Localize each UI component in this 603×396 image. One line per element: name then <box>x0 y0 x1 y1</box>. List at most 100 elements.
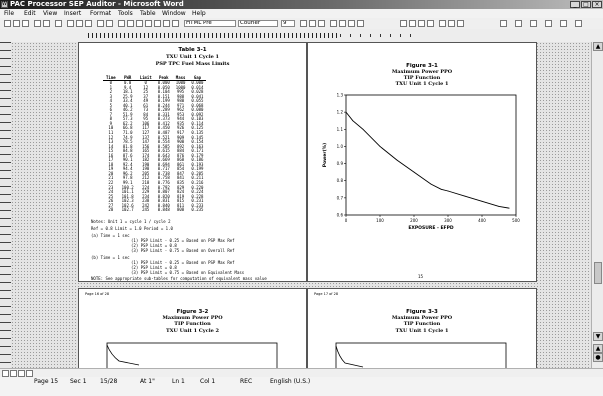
previous-page-icon[interactable]: ▲ <box>593 344 603 353</box>
table-cell: 0.080 <box>191 107 204 113</box>
scroll-up-arrow-icon[interactable]: ▲ <box>593 42 603 51</box>
vertical-scrollbar[interactable]: ▲ ▼ ▲ ● <box>591 42 603 368</box>
show-hide-icon[interactable] <box>163 20 170 27</box>
close-button[interactable]: × <box>592 1 602 8</box>
horizontal-ruler[interactable] <box>0 29 603 43</box>
normal-view-icon[interactable] <box>2 370 9 377</box>
page-table-3-1[interactable]: Table 3-1 TXU Unit 1 Cycle 1 PSP TPC Fue… <box>78 42 307 282</box>
table-row: 9 62.2 106 0.412 935 0.114 <box>103 120 206 127</box>
word-app-icon[interactable]: W <box>1 1 8 8</box>
table-cell: 62.2 <box>122 120 133 126</box>
document-map-icon[interactable] <box>545 20 552 27</box>
undo-icon[interactable] <box>97 20 104 27</box>
tables-borders-icon[interactable] <box>127 20 134 27</box>
vertical-ruler[interactable] <box>0 42 12 368</box>
help-icon[interactable] <box>560 20 567 27</box>
menu-insert[interactable]: Insert <box>64 10 82 17</box>
page-figure-3-3[interactable]: Page 17 of 28 Figure 3-3 Maximum Power P… <box>307 288 537 378</box>
menu-edit[interactable]: Edit <box>24 10 36 17</box>
table-cell: 33.4 <box>122 98 133 104</box>
data-point <box>362 128 364 130</box>
x-tick-label: 200 <box>410 218 418 223</box>
more-buttons-icon[interactable] <box>575 20 582 27</box>
table-cell: 2 <box>109 89 113 95</box>
cut-icon[interactable] <box>67 20 74 27</box>
bullets-icon[interactable] <box>409 20 416 27</box>
align-left-icon[interactable] <box>330 20 337 27</box>
scroll-down-arrow-icon[interactable]: ▼ <box>593 332 603 341</box>
hyperlink-icon[interactable] <box>118 20 125 27</box>
outline-view-icon[interactable] <box>26 370 33 377</box>
data-point <box>464 195 466 197</box>
table-cell: 926 <box>176 125 185 131</box>
table-cell: 0.758 <box>157 175 170 181</box>
menu-table[interactable]: Table <box>140 10 156 17</box>
columns-icon[interactable] <box>145 20 152 27</box>
menu-help[interactable]: Help <box>192 10 206 17</box>
print-preview-icon[interactable] <box>43 20 50 27</box>
drawing-icon[interactable] <box>154 20 161 27</box>
data-point <box>430 183 432 185</box>
new-document-icon[interactable] <box>4 20 11 27</box>
paste-icon[interactable] <box>85 20 92 27</box>
research-icon[interactable] <box>515 20 522 27</box>
table-cell: 0 <box>109 80 113 85</box>
title-bar: W PAC Processor SEP Auditor - Microsoft … <box>0 0 603 9</box>
scroll-thumb[interactable] <box>594 262 602 284</box>
x-axis-label: EXPOSURE - EFPD <box>408 225 454 231</box>
numbering-icon[interactable] <box>400 20 407 27</box>
menu-view[interactable]: View <box>43 10 58 17</box>
page-figure-3-1[interactable]: Figure 3-1 Maximum Power PPO TIP Functio… <box>307 42 537 282</box>
zoom-icon[interactable] <box>172 20 179 27</box>
insert-table-icon[interactable] <box>136 20 143 27</box>
open-folder-icon[interactable] <box>13 20 20 27</box>
table-cell: 95 <box>143 116 149 122</box>
outside-border-icon[interactable] <box>439 20 446 27</box>
font-color-icon[interactable] <box>457 20 464 27</box>
align-center-icon[interactable] <box>339 20 346 27</box>
menu-tools[interactable]: Tools <box>118 10 133 17</box>
maximize-button[interactable]: □ <box>581 1 591 8</box>
toolbar-options-icon[interactable] <box>500 20 507 27</box>
table-cell: 7 <box>109 111 113 117</box>
print-icon[interactable] <box>34 20 41 27</box>
print-layout-icon[interactable] <box>18 370 25 377</box>
redo-icon[interactable] <box>106 20 113 27</box>
font-select[interactable]: Courier <box>238 20 278 27</box>
highlight-icon[interactable] <box>448 20 455 27</box>
status-rec[interactable]: REC <box>240 378 253 385</box>
table-cell: 9.4 <box>124 84 132 90</box>
data-point <box>447 190 449 192</box>
menu-file[interactable]: File <box>4 10 15 17</box>
select-browse-object-icon[interactable]: ● <box>593 353 603 362</box>
page-figure-3-2[interactable]: Page 16 of 28 Figure 3-2 Maximum Power P… <box>78 288 307 378</box>
font-size-select[interactable]: 9 <box>281 20 295 27</box>
align-right-icon[interactable] <box>348 20 355 27</box>
minimize-button[interactable]: _ <box>570 1 580 8</box>
table-cell: 17 <box>108 157 114 163</box>
italic-icon[interactable] <box>309 20 316 27</box>
data-point <box>481 200 483 202</box>
style-select[interactable]: HTML Pre <box>184 20 236 27</box>
menu-format[interactable]: Format <box>90 10 112 17</box>
table-cell: 16 <box>108 152 114 158</box>
copy-icon[interactable] <box>76 20 83 27</box>
table-cell: 51.9 <box>122 111 133 117</box>
document-workspace[interactable]: Table 3-1 TXU Unit 1 Cycle 1 PSP TPC Fue… <box>11 42 591 378</box>
table-cell: 0.231 <box>191 198 204 204</box>
reading-layout-icon[interactable] <box>530 20 537 27</box>
web-layout-icon[interactable] <box>10 370 17 377</box>
increase-indent-icon[interactable] <box>427 20 434 27</box>
table-cell: 24 <box>108 189 114 195</box>
menu-window[interactable]: Window <box>162 10 186 17</box>
bold-icon[interactable] <box>300 20 307 27</box>
table-cell: 92.4 <box>122 161 133 167</box>
table-cell: 37 <box>143 93 149 99</box>
underline-icon[interactable] <box>318 20 325 27</box>
save-icon[interactable] <box>22 20 29 27</box>
decrease-indent-icon[interactable] <box>418 20 425 27</box>
table-cell: 0.193 <box>191 161 204 167</box>
justify-icon[interactable] <box>357 20 364 27</box>
table-row: 25 101.8 234 0.820 819 0.228 <box>103 194 206 200</box>
spelling-icon[interactable] <box>55 20 62 27</box>
